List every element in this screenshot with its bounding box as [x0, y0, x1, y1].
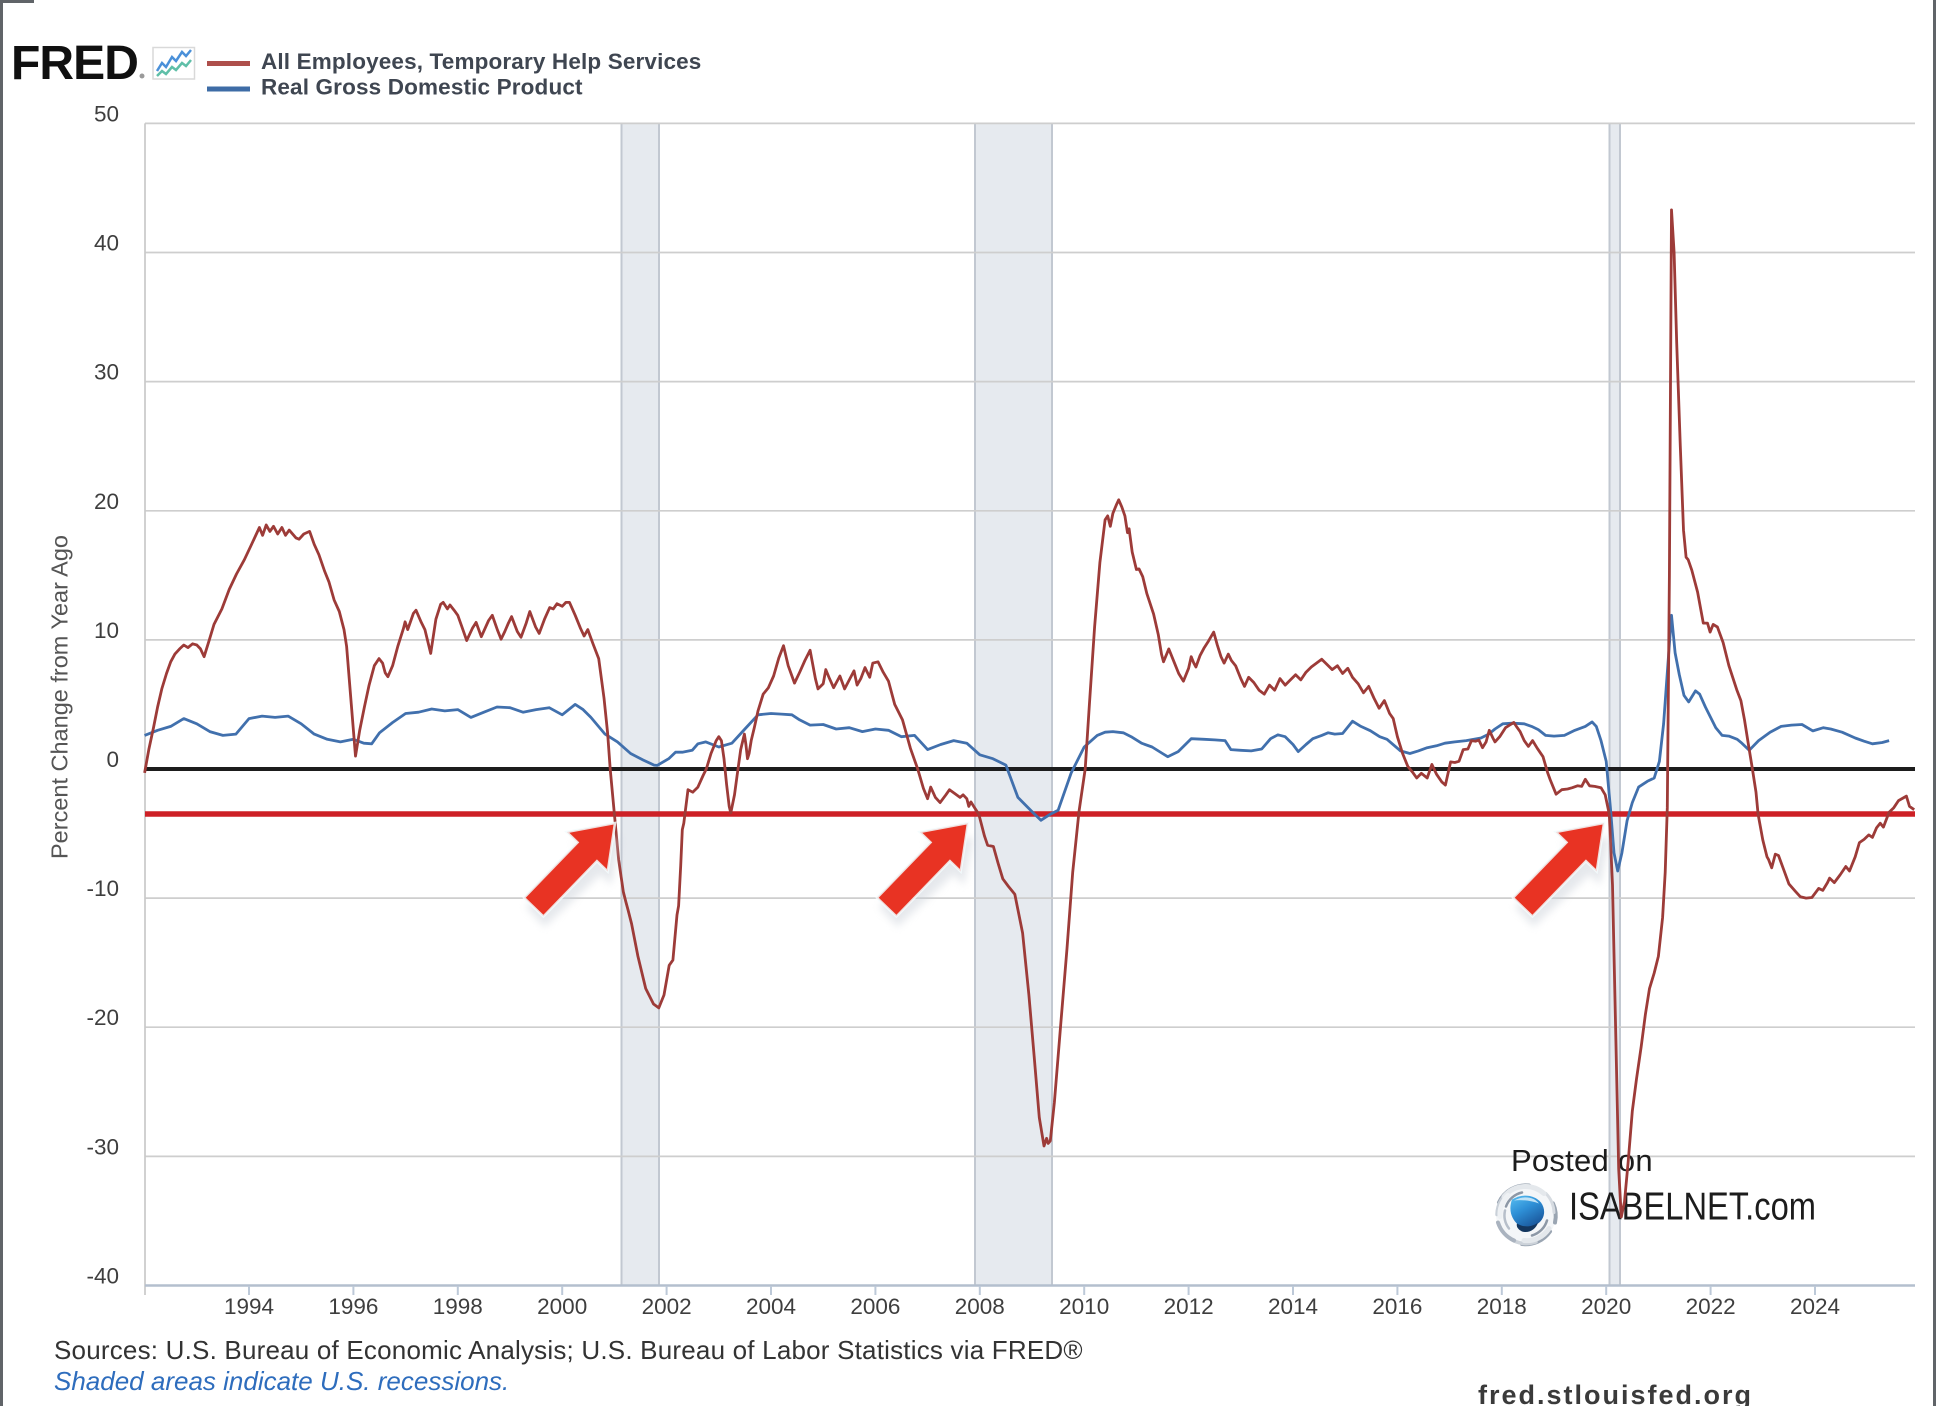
svg-text:2024: 2024 [1790, 1294, 1840, 1319]
svg-text:-30: -30 [86, 1134, 119, 1159]
svg-text:2018: 2018 [1477, 1294, 1527, 1319]
svg-text:-10: -10 [86, 876, 119, 901]
svg-text:2004: 2004 [746, 1294, 796, 1319]
svg-text:2016: 2016 [1372, 1294, 1422, 1319]
svg-text:fred.stlouisfed.org: fred.stlouisfed.org [1478, 1380, 1753, 1406]
svg-text:30: 30 [94, 360, 119, 385]
svg-text:-40: -40 [86, 1264, 119, 1289]
svg-text:50: 50 [94, 101, 119, 126]
svg-text:10: 10 [94, 618, 119, 643]
svg-text:2010: 2010 [1059, 1294, 1109, 1319]
svg-text:-20: -20 [86, 1005, 119, 1030]
svg-text:Real Gross Domestic Product: Real Gross Domestic Product [261, 75, 583, 100]
svg-text:2014: 2014 [1268, 1294, 1318, 1319]
svg-text:FRED: FRED [11, 37, 138, 90]
svg-text:2000: 2000 [537, 1294, 587, 1319]
svg-text:All Employees, Temporary Help: All Employees, Temporary Help Services [261, 49, 701, 74]
svg-text:Posted on: Posted on [1511, 1143, 1653, 1178]
svg-text:Percent Change from Year Ago: Percent Change from Year Ago [47, 535, 73, 859]
svg-text:Shaded areas indicate U.S. rec: Shaded areas indicate U.S. recessions. [54, 1366, 509, 1396]
svg-text:2002: 2002 [642, 1294, 692, 1319]
svg-text:1994: 1994 [224, 1294, 274, 1319]
svg-text:2008: 2008 [955, 1294, 1005, 1319]
svg-text:1998: 1998 [433, 1294, 483, 1319]
svg-text:Sources: U.S. Bureau of Econom: Sources: U.S. Bureau of Economic Analysi… [54, 1335, 1083, 1365]
svg-text:20: 20 [94, 489, 119, 514]
svg-text:2020: 2020 [1581, 1294, 1631, 1319]
svg-text:2006: 2006 [850, 1294, 900, 1319]
svg-text:2012: 2012 [1164, 1294, 1214, 1319]
svg-text:40: 40 [94, 231, 119, 256]
svg-text:0: 0 [106, 747, 119, 772]
svg-text:2022: 2022 [1686, 1294, 1736, 1319]
svg-text:ISABELNET.com: ISABELNET.com [1569, 1186, 1816, 1229]
svg-text:1996: 1996 [328, 1294, 378, 1319]
